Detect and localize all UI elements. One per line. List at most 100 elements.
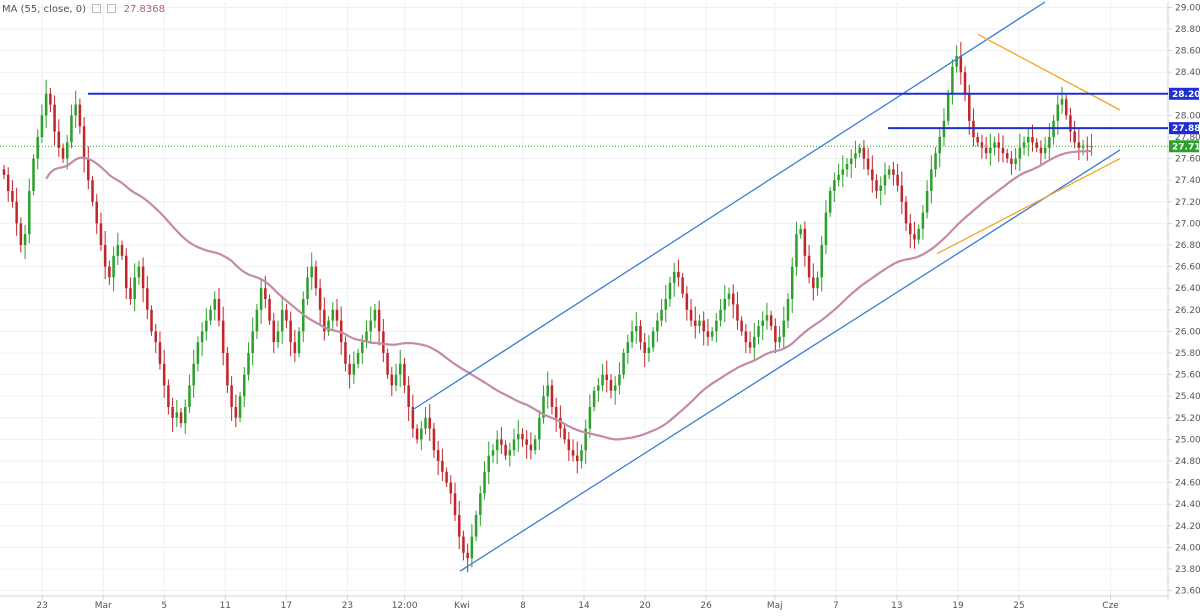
- candle-body: [731, 293, 735, 305]
- candle-body: [883, 174, 887, 186]
- candle-body: [264, 288, 267, 299]
- candle-body: [112, 255, 115, 278]
- price-tag-label: 27.882: [1172, 124, 1200, 134]
- candle-body: [74, 104, 77, 116]
- candle-body: [1069, 115, 1072, 132]
- x-tick-label: 23: [36, 601, 47, 611]
- indicator-hide-icon[interactable]: [107, 4, 117, 13]
- candle-body: [845, 164, 849, 170]
- candle-body: [748, 342, 752, 348]
- price-tag-box: [1169, 87, 1199, 100]
- candle-body: [474, 515, 478, 537]
- candle-body: [630, 331, 634, 343]
- candle-body: [858, 147, 861, 154]
- candle-body: [584, 428, 587, 451]
- candle-body: [820, 245, 823, 278]
- candle-body: [213, 299, 217, 310]
- candle-body: [753, 336, 756, 348]
- candle-body: [436, 450, 440, 461]
- candle-body: [129, 288, 132, 299]
- candle-body: [6, 174, 10, 191]
- x-tick-label: Mar: [95, 601, 112, 611]
- candle-body: [141, 266, 145, 289]
- candle-body: [542, 396, 545, 418]
- candle-body: [70, 115, 73, 143]
- candle-body: [348, 363, 351, 375]
- x-tick-label: 8: [520, 601, 526, 611]
- candle-body: [1005, 153, 1009, 159]
- candle-body: [221, 320, 225, 353]
- candle-body: [289, 320, 292, 343]
- x-tick-label: Maj: [767, 601, 783, 611]
- y-tick-label: 23.800: [1175, 565, 1200, 575]
- candle-body: [280, 309, 284, 332]
- y-tick-label: 28.400: [1175, 68, 1200, 78]
- candle-body: [1077, 142, 1081, 148]
- candle-body: [765, 315, 769, 321]
- candle-body: [369, 320, 372, 332]
- y-tick-label: 29.000: [1175, 3, 1200, 13]
- candle-body: [382, 331, 385, 353]
- candle-body: [192, 363, 195, 386]
- candle-body: [356, 353, 360, 364]
- y-tick-label: 24.800: [1175, 457, 1200, 467]
- y-tick-label: 28.600: [1175, 47, 1200, 57]
- candle-body: [685, 293, 689, 310]
- candle-body: [723, 299, 727, 310]
- candle-body: [276, 331, 280, 343]
- candle-body: [242, 374, 246, 397]
- indicator-settings-icon[interactable]: [92, 4, 102, 13]
- y-tick-label: 26.800: [1175, 241, 1200, 251]
- candle-body: [980, 142, 984, 148]
- candle-body: [706, 331, 710, 337]
- candle-body: [179, 412, 183, 424]
- candle-body: [976, 137, 979, 143]
- candle-body: [196, 342, 200, 364]
- candle-body: [15, 201, 18, 224]
- candle-body: [698, 320, 701, 326]
- candle-body: [757, 326, 760, 337]
- candle-body: [824, 212, 828, 245]
- price-tag-28-200: 28.200: [1169, 87, 1200, 100]
- candle-body: [736, 304, 739, 321]
- candle-body: [710, 331, 714, 337]
- candle-body: [495, 439, 499, 451]
- candle-body: [546, 385, 550, 397]
- candle-body: [799, 228, 802, 235]
- candle-body: [133, 277, 136, 299]
- candle-body: [702, 320, 705, 332]
- candle-body: [575, 455, 579, 461]
- candle-body: [205, 320, 208, 332]
- candle-body: [11, 191, 14, 202]
- candle-body: [36, 137, 39, 159]
- candle-body: [217, 299, 221, 321]
- candle-body: [403, 363, 406, 386]
- candle-body: [285, 309, 288, 321]
- candle-body: [1064, 99, 1068, 116]
- candle-body: [689, 309, 693, 321]
- indicator-label: MA (55, close, 0): [2, 4, 87, 15]
- candle-body: [428, 417, 431, 429]
- candle-body: [171, 407, 174, 418]
- y-tick-label: 27.000: [1175, 219, 1200, 229]
- candle-body: [103, 245, 107, 267]
- candle-body: [61, 147, 65, 159]
- candle-body: [896, 174, 899, 186]
- y-tick-label: 25.400: [1175, 392, 1200, 402]
- candle-body: [415, 428, 419, 440]
- candle-body: [879, 185, 883, 191]
- candle-body: [230, 385, 233, 407]
- candle-body: [479, 493, 482, 515]
- candle-body: [1039, 147, 1043, 154]
- candle-body: [457, 515, 461, 537]
- triangle-upper-line: [977, 33, 1121, 111]
- x-tick-label: 5: [161, 601, 167, 611]
- candle-body: [567, 439, 571, 451]
- candle-body: [601, 374, 604, 386]
- y-tick-label: 25.800: [1175, 349, 1200, 359]
- candle-body: [795, 234, 798, 267]
- candle-body: [2, 169, 6, 175]
- candle-body: [887, 169, 891, 175]
- y-tick-label: 25.000: [1175, 435, 1200, 445]
